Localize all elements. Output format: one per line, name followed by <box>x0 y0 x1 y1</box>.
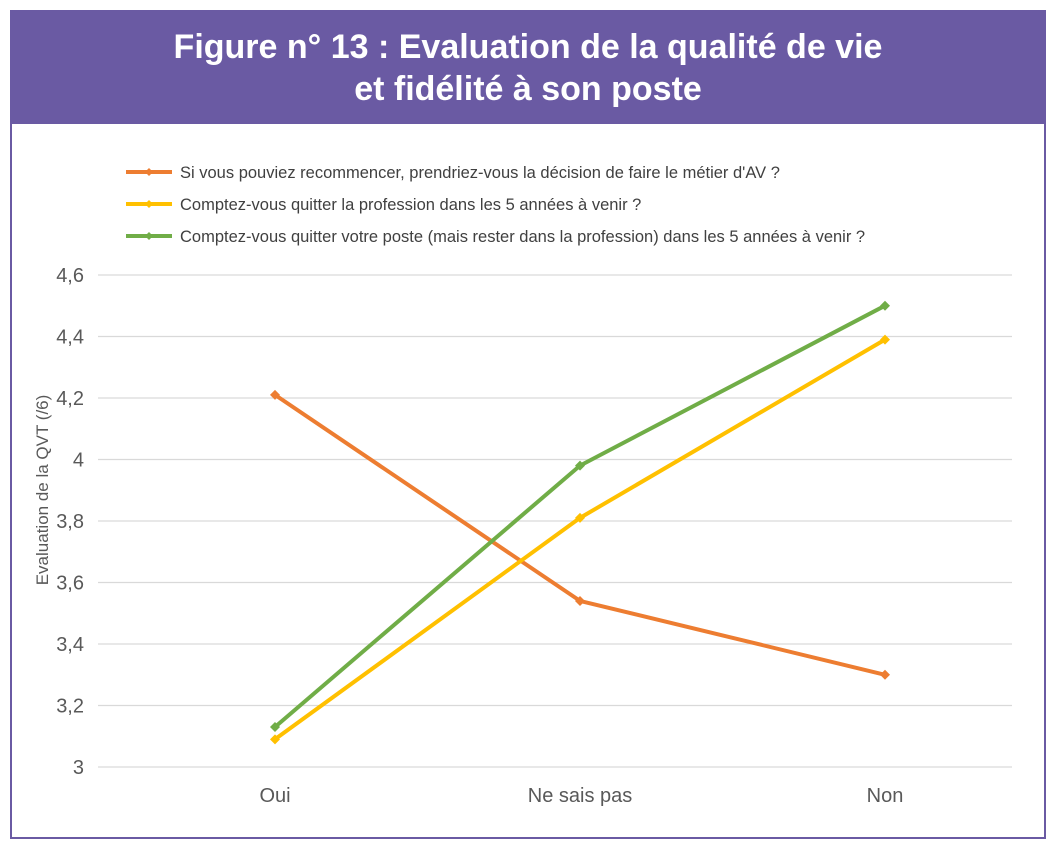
legend-marker <box>145 232 153 240</box>
figure-frame: Figure n° 13 : Evaluation de la qualité … <box>10 10 1046 839</box>
y-tick-label: 3,4 <box>56 634 84 656</box>
x-tick-label: Oui <box>259 785 290 807</box>
gridlines <box>98 274 1012 768</box>
y-tick-label: 3,2 <box>56 696 84 718</box>
data-point-marker <box>880 334 890 345</box>
y-tick-label: 4 <box>73 450 84 472</box>
data-point-marker <box>880 300 890 311</box>
data-point-marker <box>270 722 280 733</box>
series-line <box>273 392 887 677</box>
y-axis-label: Evaluation de la QVT (/6) <box>33 395 52 586</box>
figure-title-line-2: et fidélité à son poste <box>354 70 702 108</box>
data-point-marker <box>270 389 280 400</box>
chart-legend: Si vous pouviez recommencer, prendriez-v… <box>126 164 865 246</box>
y-tick-label: 4,6 <box>56 265 84 287</box>
legend-marker <box>145 200 153 208</box>
y-tick-label: 3,8 <box>56 511 84 533</box>
figure-title-banner: Figure n° 13 : Evaluation de la qualité … <box>12 12 1044 124</box>
data-point-marker <box>575 512 585 523</box>
legend-label: Comptez-vous quitter la profession dans … <box>180 196 641 214</box>
data-point-marker <box>880 669 890 680</box>
y-tick-label: 4,2 <box>56 388 84 410</box>
x-axis: Oui Ne sais pas Non <box>259 785 903 807</box>
y-axis: 3 3,2 3,4 3,6 3,8 4 4,2 4,4 4,6 <box>56 265 84 779</box>
legend-marker <box>145 168 153 176</box>
y-tick-label: 3,6 <box>56 573 84 595</box>
data-point-marker <box>575 460 585 471</box>
y-tick-label: 3 <box>73 757 84 779</box>
legend-label: Si vous pouviez recommencer, prendriez-v… <box>180 164 780 182</box>
figure-title-line-1: Figure n° 13 : Evaluation de la qualité … <box>173 28 883 66</box>
data-point-marker <box>575 595 585 606</box>
series-lines <box>270 300 890 745</box>
x-tick-label: Ne sais pas <box>528 785 633 807</box>
data-point-marker <box>270 734 280 745</box>
legend-label: Comptez-vous quitter votre poste (mais r… <box>180 228 865 246</box>
x-tick-label: Non <box>867 785 904 807</box>
y-tick-label: 4,4 <box>56 327 84 349</box>
series-line <box>273 337 887 742</box>
